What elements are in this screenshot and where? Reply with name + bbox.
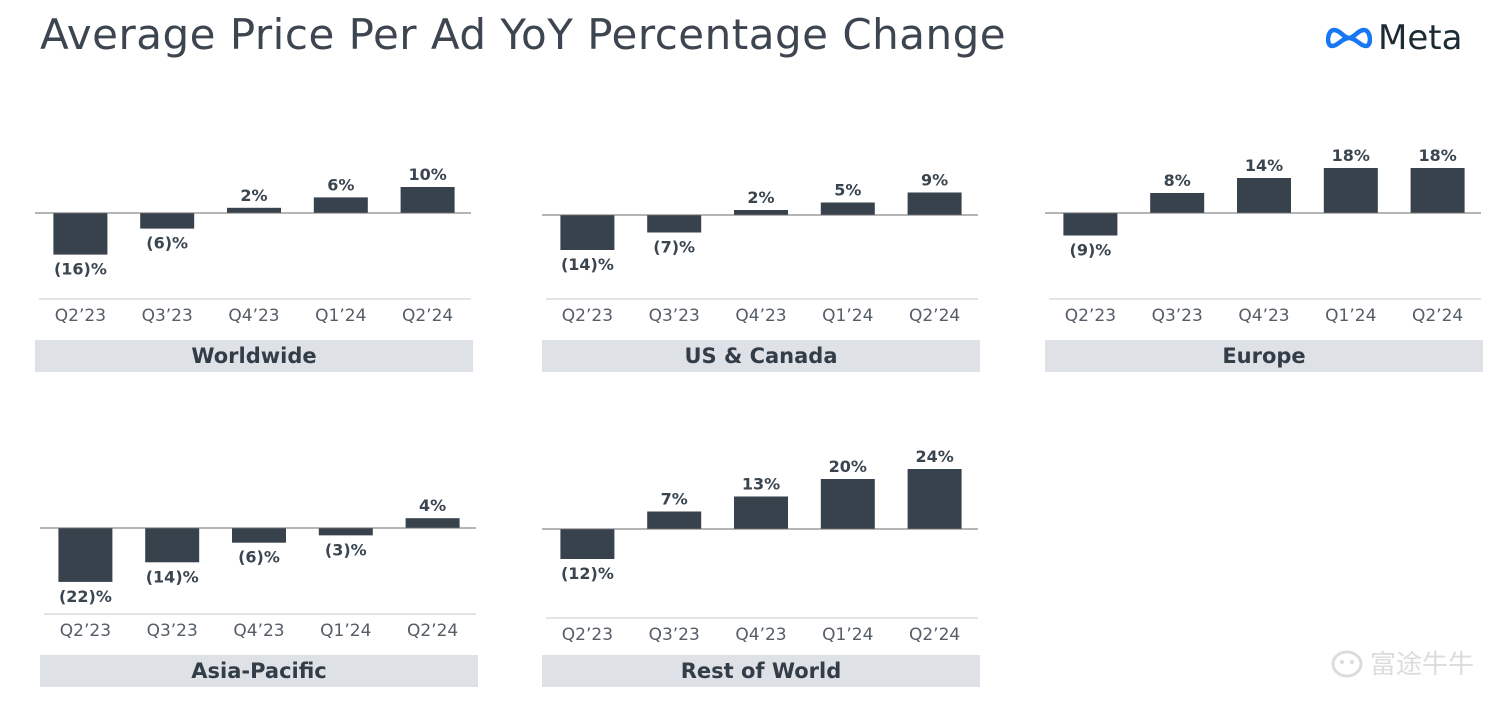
data-label: 13% (742, 475, 780, 494)
chart-panel-us-canada: (14)% Q2’23 (7)% Q3’23 2% Q4’23 5% Q1’24 9% Q2’24… (542, 100, 984, 400)
bar (232, 528, 286, 543)
x-tick-label: Q3’23 (1152, 306, 1203, 326)
data-label: (3)% (325, 540, 367, 559)
x-tick-label: Q2’24 (909, 306, 960, 326)
region-banner-rest-of-world: Rest of World (542, 655, 980, 687)
meta-wordmark: Meta (1378, 18, 1463, 58)
asia-pacific-chart: (22)% Q2’23 (14)% Q3’23 (6)% Q4’23 (3)% Q1’24 4%… (40, 496, 476, 641)
bar (820, 479, 875, 529)
data-label: 5% (834, 181, 861, 200)
watermark: 富途牛牛 (1330, 644, 1474, 681)
x-tick-label: Q2’23 (60, 621, 111, 641)
x-tick-label: Q2’23 (562, 625, 613, 645)
x-tick-label: Q4’23 (228, 306, 279, 326)
x-tick-label: Q3’23 (147, 621, 198, 641)
bar (1237, 178, 1291, 213)
bar (820, 202, 875, 215)
bar (560, 529, 615, 559)
bar (1323, 168, 1378, 213)
x-tick-label: Q1’24 (315, 306, 366, 326)
x-tick-label: Q1’24 (822, 306, 873, 326)
bar (907, 469, 962, 529)
data-label: (14)% (561, 255, 614, 274)
region-banner-us-canada: US & Canada (542, 340, 980, 372)
bar (227, 207, 281, 213)
x-tick-label: Q4’23 (735, 625, 786, 645)
x-tick-label: Q1’24 (320, 621, 371, 641)
bar (53, 213, 108, 255)
data-label: (12)% (561, 564, 614, 583)
bar (734, 210, 788, 215)
x-tick-label: Q2’23 (1065, 306, 1116, 326)
bar (318, 528, 373, 536)
data-label: (14)% (146, 567, 199, 586)
data-label: 2% (240, 186, 267, 205)
x-tick-label: Q2’23 (562, 306, 613, 326)
bar (907, 192, 962, 215)
x-tick-label: Q2’24 (909, 625, 960, 645)
page-title: Average Price Per Ad YoY Percentage Chan… (40, 10, 1007, 59)
data-label: 14% (1245, 156, 1283, 175)
data-label: 6% (327, 175, 354, 194)
chart-panel-rest-of-world: (12)% Q2’23 7% Q3’23 13% Q4’23 20% Q1’24 24% Q2’2… (542, 415, 984, 715)
x-tick-label: Q3’23 (649, 625, 700, 645)
data-label: 8% (1164, 171, 1191, 190)
bar (560, 215, 615, 250)
data-label: 24% (915, 447, 953, 466)
bar (140, 213, 195, 229)
watermark-text: 富途牛牛 (1370, 650, 1475, 680)
meta-logo: Meta (1326, 18, 1462, 58)
bar (1410, 168, 1465, 213)
x-tick-label: Q2’24 (402, 306, 453, 326)
rest-of-world-chart: (12)% Q2’23 7% Q3’23 13% Q4’23 20% Q1’24 24% Q2’2… (542, 447, 978, 645)
meta-infinity-icon (1326, 27, 1372, 49)
bar (647, 511, 702, 529)
data-label: 2% (747, 188, 774, 207)
x-tick-label: Q2’24 (407, 621, 458, 641)
x-tick-label: Q1’24 (822, 625, 873, 645)
chart-panel-europe: (9)% Q2’23 8% Q3’23 14% Q4’23 18% Q1’24 18% Q2’24… (1045, 100, 1487, 400)
data-label: 9% (921, 171, 948, 190)
bar (400, 187, 455, 213)
region-banner-europe: Europe (1045, 340, 1483, 372)
bar (1063, 213, 1118, 236)
data-label: (16)% (54, 260, 107, 279)
x-tick-label: Q1’24 (1325, 306, 1376, 326)
x-tick-label: Q2’24 (1412, 306, 1463, 326)
region-banner-worldwide: Worldwide (35, 340, 473, 372)
chart-panel-asia-pacific: (22)% Q2’23 (14)% Q3’23 (6)% Q4’23 (3)% Q1’24 4%… (40, 415, 482, 715)
bar (647, 215, 702, 233)
x-tick-label: Q4’23 (735, 306, 786, 326)
data-label: 20% (829, 457, 867, 476)
data-label: 18% (1332, 146, 1370, 165)
bar (313, 197, 368, 213)
data-label: 7% (661, 490, 688, 509)
bar (405, 518, 460, 528)
x-tick-label: Q3’23 (649, 306, 700, 326)
x-tick-label: Q3’23 (142, 306, 193, 326)
watermark-icon (1331, 650, 1363, 677)
data-label: (7)% (653, 238, 695, 257)
bar (734, 496, 788, 529)
region-banner-asia-pacific: Asia-Pacific (40, 655, 478, 687)
x-tick-label: Q2’23 (55, 306, 106, 326)
bar (145, 528, 200, 563)
data-label: 18% (1418, 146, 1456, 165)
bar (1150, 193, 1205, 213)
data-label: (9)% (1070, 241, 1112, 260)
bar (58, 528, 113, 582)
data-label: (6)% (146, 234, 188, 253)
data-label: (22)% (59, 587, 112, 606)
europe-chart: (9)% Q2’23 8% Q3’23 14% Q4’23 18% Q1’24 18% Q2’24 (1045, 146, 1481, 326)
chart-panel-worldwide: (16)% Q2’23 (6)% Q3’23 2% Q4’23 6% Q1’24 10% Q2’2… (35, 100, 477, 400)
worldwide-chart: (16)% Q2’23 (6)% Q3’23 2% Q4’23 6% Q1’24 10% Q2’2… (35, 165, 471, 326)
data-label: 4% (419, 496, 446, 515)
x-tick-label: Q4’23 (1238, 306, 1289, 326)
data-label: 10% (408, 165, 446, 184)
us-canada-chart: (14)% Q2’23 (7)% Q3’23 2% Q4’23 5% Q1’24 9% Q2’24 (542, 171, 978, 326)
x-tick-label: Q4’23 (233, 621, 284, 641)
data-label: (6)% (238, 548, 280, 567)
